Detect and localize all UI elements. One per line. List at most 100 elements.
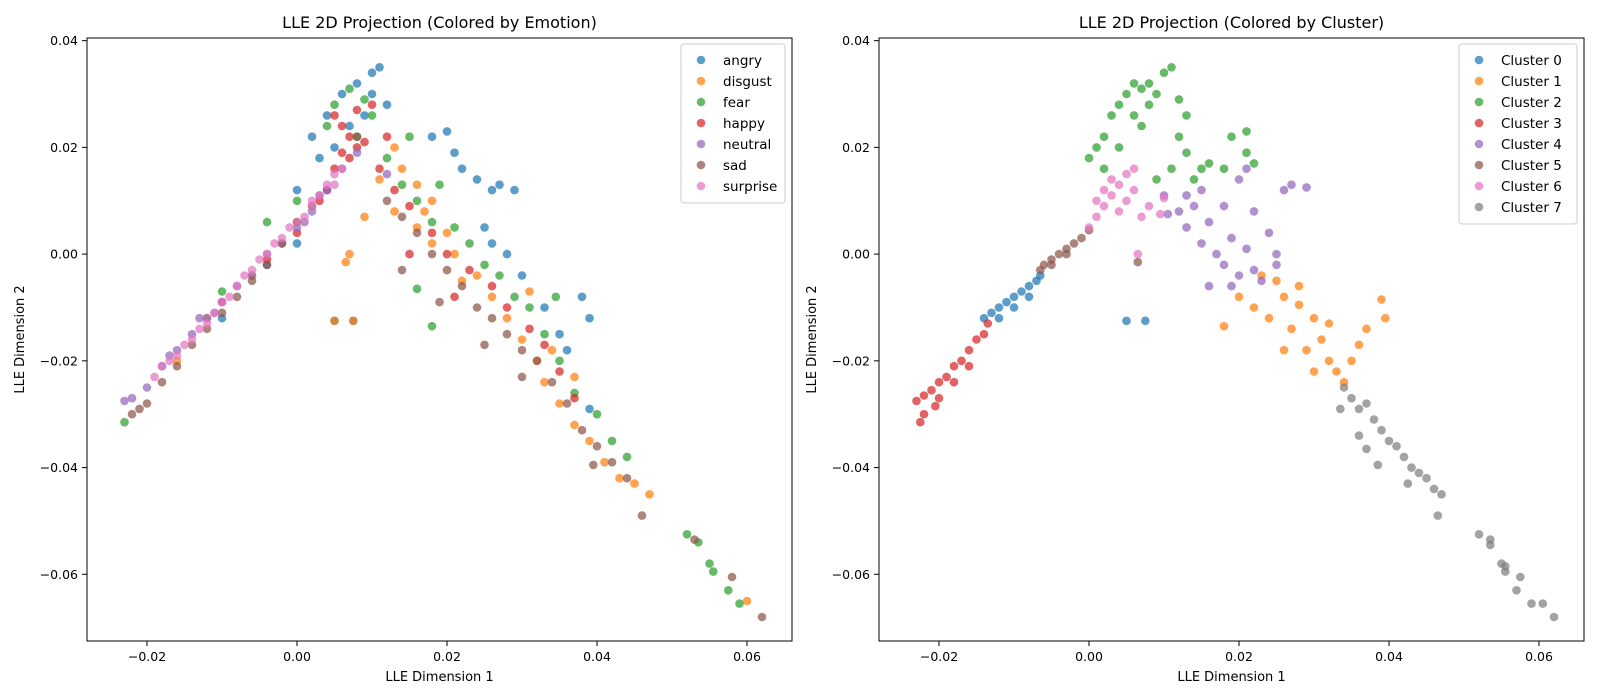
data-point bbox=[1024, 281, 1034, 291]
data-point bbox=[352, 132, 362, 141]
data-point bbox=[1549, 612, 1559, 622]
data-point bbox=[1354, 340, 1364, 350]
data-point bbox=[637, 511, 647, 520]
data-point bbox=[1219, 321, 1229, 331]
data-point bbox=[1354, 404, 1364, 414]
data-point bbox=[1279, 292, 1289, 302]
data-point bbox=[1381, 313, 1390, 323]
data-point bbox=[502, 329, 512, 339]
data-point bbox=[1114, 100, 1124, 109]
legend: angry disgust fear happy neutral sad surprise bbox=[680, 43, 786, 204]
data-point bbox=[1197, 164, 1206, 173]
data-point bbox=[352, 148, 362, 157]
legend-label: Cluster 5 bbox=[1501, 158, 1562, 174]
data-point bbox=[465, 239, 474, 248]
data-point bbox=[1152, 89, 1161, 99]
data-point bbox=[352, 105, 362, 115]
data-point bbox=[427, 249, 437, 259]
data-point bbox=[1527, 599, 1536, 608]
data-point bbox=[1392, 441, 1401, 451]
data-point bbox=[247, 265, 257, 275]
legend-label: Cluster 0 bbox=[1501, 53, 1562, 69]
data-point bbox=[1414, 468, 1424, 478]
data-point bbox=[1227, 233, 1236, 243]
legend-label: fear bbox=[723, 95, 750, 111]
plot-frame bbox=[878, 37, 1585, 642]
series-angry bbox=[217, 63, 594, 414]
data-point bbox=[1197, 239, 1206, 248]
data-point bbox=[1129, 79, 1139, 88]
data-point bbox=[1024, 292, 1034, 302]
data-point bbox=[285, 223, 294, 232]
data-point bbox=[472, 271, 482, 280]
data-point bbox=[1099, 185, 1109, 195]
data-point bbox=[1133, 257, 1143, 267]
data-point bbox=[1017, 287, 1026, 296]
data-point bbox=[1167, 63, 1176, 72]
data-point bbox=[570, 420, 579, 430]
data-point bbox=[360, 212, 369, 222]
data-point bbox=[555, 329, 564, 339]
legend-marker bbox=[696, 118, 706, 128]
x-tick-label: −0.02 bbox=[920, 649, 958, 664]
data-point bbox=[690, 535, 699, 544]
legend-marker bbox=[1474, 97, 1484, 107]
chart-panel-2: −0.02 0.00 0.02 0.04 0.06 −0.06 −0.04 −0.02 0.00… bbox=[805, 13, 1585, 685]
legend-label: Cluster 7 bbox=[1501, 200, 1562, 216]
data-point bbox=[942, 372, 951, 382]
data-point bbox=[1512, 586, 1521, 595]
data-point bbox=[1433, 511, 1443, 520]
data-point bbox=[1373, 460, 1383, 470]
data-point bbox=[1249, 303, 1259, 312]
data-point bbox=[341, 257, 351, 267]
data-point bbox=[1084, 223, 1094, 232]
data-point bbox=[472, 175, 482, 184]
data-point bbox=[330, 180, 339, 189]
legend-label: Cluster 4 bbox=[1501, 137, 1562, 153]
y-tick-label: 0.02 bbox=[842, 140, 870, 155]
scatter-points bbox=[120, 63, 767, 622]
data-point bbox=[547, 345, 557, 355]
legend-box bbox=[680, 43, 786, 204]
data-point bbox=[397, 180, 407, 189]
data-point bbox=[367, 68, 377, 77]
data-point bbox=[1099, 201, 1109, 211]
data-point bbox=[1204, 281, 1214, 291]
data-point bbox=[1159, 68, 1169, 77]
data-point bbox=[1129, 185, 1139, 195]
data-point bbox=[1219, 164, 1229, 173]
data-point bbox=[157, 377, 167, 387]
legend-marker bbox=[696, 181, 706, 191]
data-point bbox=[172, 351, 182, 360]
data-point bbox=[622, 452, 632, 462]
data-point bbox=[1156, 209, 1165, 219]
data-point bbox=[1347, 356, 1356, 366]
data-point bbox=[1219, 260, 1229, 270]
data-point bbox=[1234, 271, 1244, 280]
data-point bbox=[270, 239, 279, 248]
x-tick-label: 0.02 bbox=[433, 649, 461, 664]
legend-marker bbox=[1474, 55, 1484, 65]
data-point bbox=[547, 377, 557, 387]
data-point bbox=[645, 490, 654, 499]
data-point bbox=[919, 391, 929, 400]
data-point bbox=[397, 265, 407, 275]
legend-marker bbox=[696, 160, 706, 170]
data-point bbox=[1167, 164, 1176, 173]
data-point bbox=[450, 292, 459, 302]
data-point bbox=[517, 345, 527, 355]
data-point bbox=[360, 111, 369, 120]
data-point bbox=[1249, 265, 1259, 275]
data-point bbox=[1324, 356, 1334, 366]
data-point bbox=[442, 249, 452, 259]
data-point bbox=[472, 303, 482, 312]
plot-frame bbox=[86, 37, 793, 642]
data-point bbox=[487, 185, 497, 195]
data-point bbox=[345, 249, 354, 259]
data-point bbox=[532, 356, 542, 366]
data-point bbox=[367, 111, 377, 120]
legend-label: disgust bbox=[723, 74, 772, 90]
series-cluster-5 bbox=[1036, 225, 1143, 275]
series-cluster-6 bbox=[1084, 164, 1169, 259]
data-point bbox=[1122, 196, 1131, 206]
